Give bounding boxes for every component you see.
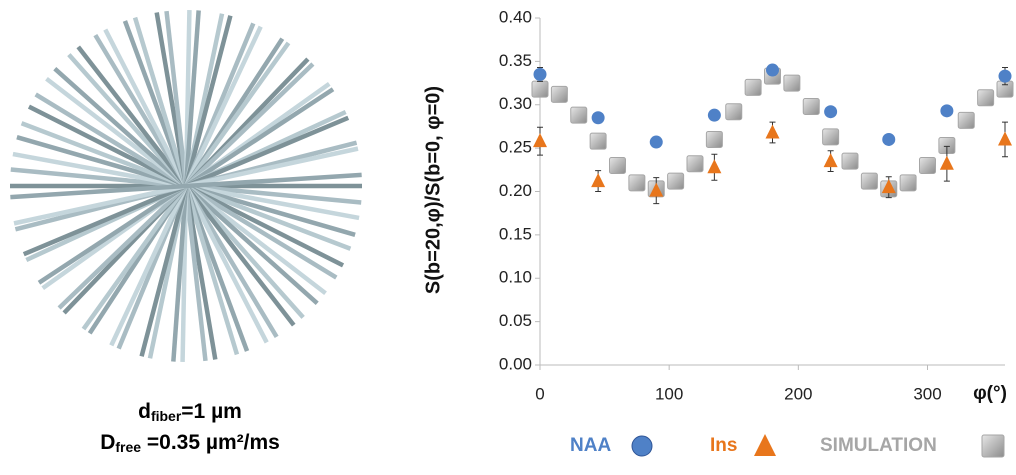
y-tick-label: 0.05 [499,311,532,330]
ins-point [707,159,722,174]
fiber [10,172,362,200]
ins-point [939,155,954,170]
simulation-point [899,174,917,192]
free-label: Dfree =0.35 µm²/ms [100,431,280,455]
naa-point [882,132,896,146]
simulation-point [531,80,549,98]
simulation-point [609,156,626,174]
simulation-point [686,155,704,173]
simulation-point [977,89,995,107]
y-tick-label: 0.15 [499,224,532,243]
simulation-point [628,174,646,192]
x-tick-label: 200 [784,384,812,403]
simulation-point [957,111,975,129]
naa-point [649,135,663,149]
simulation-point [589,132,607,150]
y-tick-label: 0.30 [499,94,532,113]
naa-point [940,104,954,118]
fiber-diagram [10,9,362,363]
simulation-point [860,172,878,190]
x-tick-label: 300 [913,384,941,403]
x-tick-label: 100 [655,384,683,403]
fiber-label: dfiber=1 µm [138,400,242,424]
y-tick-label: 0.35 [499,51,532,70]
y-tick-label: 0.00 [499,354,532,373]
simulation-point [802,97,820,115]
naa-point [533,67,547,81]
y-tick-label: 0.10 [499,268,532,287]
simulation-point [725,103,743,121]
ins-point [649,182,664,197]
ins-point [823,153,838,168]
y-axis-label: S(b=20,φ)/S(b=0, φ=0) [422,86,444,294]
simulation-point [841,152,859,170]
simulation-point [550,85,568,103]
simulation-point [822,128,840,146]
x-axis-label: φ(°) [973,383,1007,404]
y-tick-label: 0.20 [499,181,532,200]
x-tick-label: 0 [535,384,544,403]
simulation-point [667,172,685,190]
legend-marker [754,434,776,456]
naa-point [591,111,605,125]
naa-point [824,105,838,119]
legend-marker [981,434,1005,458]
naa-point [707,108,721,122]
y-tick-label: 0.40 [499,7,532,26]
ins-point [998,131,1012,146]
plot: 0.00 0.05 0.10 0.15 0.20 0.25 0.30 0.35 0.40 0 100… [499,7,1014,458]
naa-point [766,63,779,77]
legend-label: Ins [710,435,737,456]
legend-marker [631,435,653,457]
simulation-point [744,78,762,96]
simulation-point [570,106,588,124]
ins-point [881,179,896,194]
ins-point [591,173,606,188]
naa-point [998,69,1012,83]
y-tick-label: 0.25 [499,138,532,157]
simulation-point [919,156,936,174]
ins-point [765,124,780,139]
simulation-point [783,74,801,92]
ins-point [533,133,547,148]
legend-label: NAA [570,435,611,456]
simulation-point [705,130,723,148]
legend-label: SIMULATION [820,435,937,456]
